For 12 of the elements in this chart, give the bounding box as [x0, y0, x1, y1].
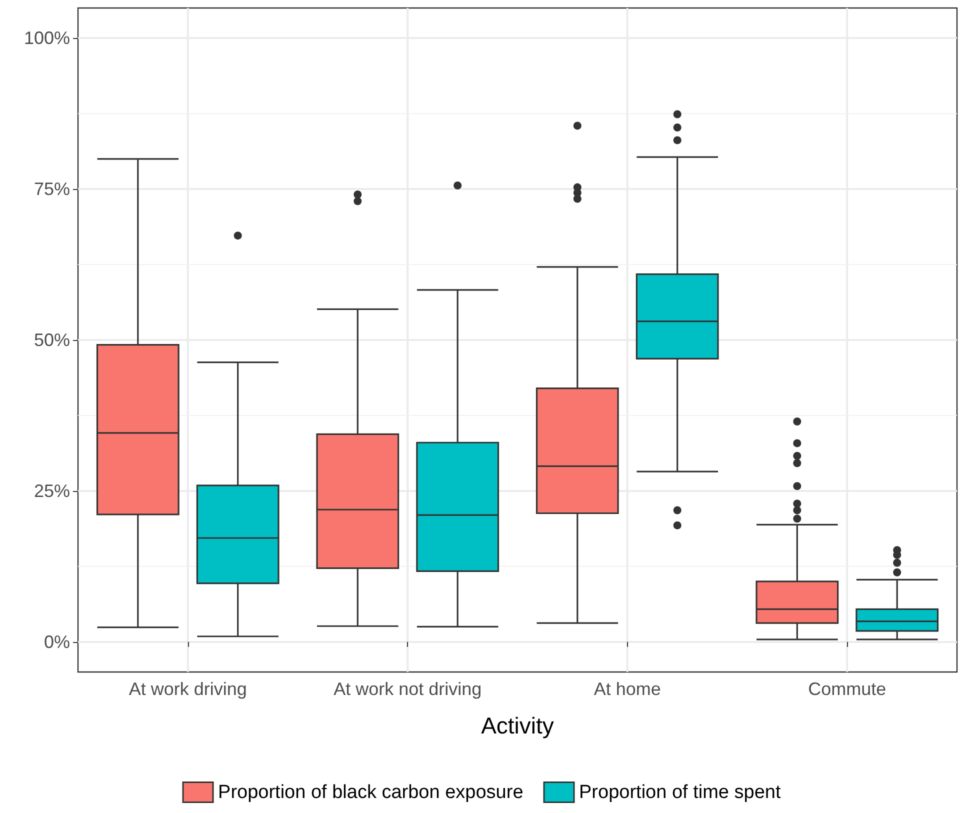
x-tick-label: At home — [594, 679, 661, 699]
x-tick-label: At work not driving — [334, 679, 482, 699]
legend-label: Proportion of black carbon exposure — [218, 782, 524, 803]
x-tick-label: Commute — [808, 679, 886, 699]
x-axis-title: Activity — [481, 712, 554, 738]
y-tick-label: 100% — [24, 28, 70, 48]
x-tick-label: At work driving — [128, 679, 247, 699]
y-tick-label: 75% — [34, 179, 70, 200]
y-tick-label: 50% — [34, 330, 70, 350]
y-tick-label: 0% — [44, 632, 70, 652]
y-tick-label: 25% — [34, 480, 70, 501]
legend-label: Proportion of time spent — [579, 782, 782, 803]
